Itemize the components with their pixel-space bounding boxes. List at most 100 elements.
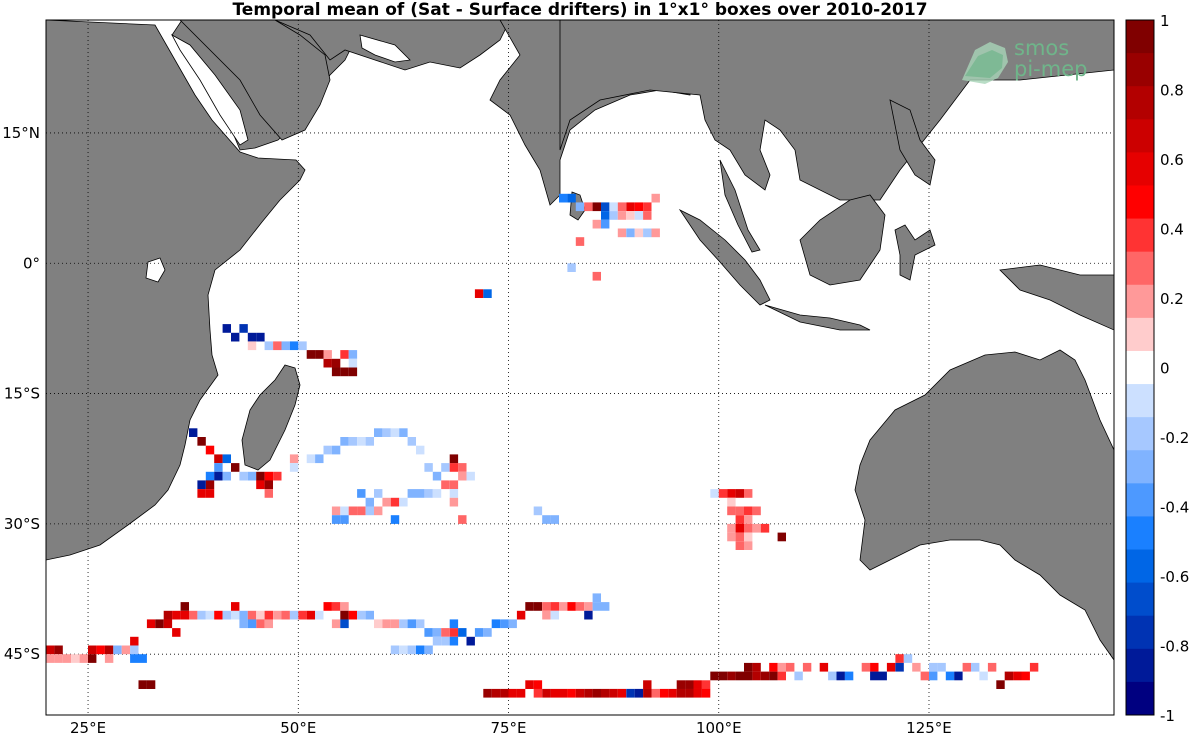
data-box [197,610,206,620]
data-box [744,671,753,681]
data-box [256,619,265,629]
data-box [912,662,921,672]
colorbar-tick-label: -0.8 [1160,638,1189,656]
data-box [542,515,551,524]
data-box [180,610,190,620]
data-box [289,610,299,620]
data-box [474,628,484,637]
data-box [575,202,585,212]
data-box [441,463,450,472]
data-box [306,610,316,620]
data-box [340,619,349,629]
colorbar-swatch [1126,450,1154,484]
data-box [365,610,375,620]
data-box [584,202,593,212]
colorbar-swatch [1126,483,1154,517]
colorbar-swatch [1126,185,1154,220]
data-box [79,654,89,663]
data-box [340,367,349,377]
data-box [340,437,349,446]
data-box [634,211,644,220]
data-box [46,654,55,663]
data-box [441,628,450,637]
colorbar-frame [1125,19,1155,716]
data-box [525,680,534,689]
data-box [298,341,307,351]
data-box [559,193,568,203]
data-box [231,463,240,472]
data-box [744,662,753,672]
data-box [306,454,316,464]
data-box [449,489,459,498]
data-box [264,489,274,498]
data-box [239,610,248,620]
data-box [189,610,198,620]
data-box [752,506,761,516]
data-box [777,662,787,672]
data-box [348,610,358,620]
colorbar-swatch [1126,681,1154,716]
data-box [407,437,417,446]
data-box [306,350,316,359]
data-box [247,341,257,351]
data-box [685,680,694,689]
land-malay [719,159,761,253]
data-box [331,602,341,611]
data-box [575,688,585,698]
data-box [407,489,417,498]
data-box [331,619,341,629]
data-box [222,324,232,333]
data-box [617,202,627,212]
data-box [197,480,206,490]
data-box [592,593,602,603]
data-box [542,610,551,620]
data-box [441,636,450,646]
colorbar-swatch [1126,20,1154,54]
data-box [1021,671,1030,681]
data-box [96,645,105,655]
data-box [626,211,635,220]
data-box [399,619,408,629]
data-box [643,228,652,238]
data-box [399,497,408,507]
data-box [113,645,122,655]
data-box [744,523,753,533]
colorbar-tick-label: -0.2 [1160,429,1189,447]
data-box [735,506,745,516]
data-box [432,628,442,637]
lat-tick-label: 45°S [4,645,40,663]
data-box [483,688,492,698]
colorbar-tick-label: 0.6 [1160,151,1184,169]
data-box [163,610,173,620]
data-box [340,602,349,611]
land-new-guinea [999,264,1114,331]
data-box [88,645,97,655]
data-box [1029,662,1039,672]
data-box [769,671,778,681]
data-box [104,645,114,655]
lon-tick-label: 50°E [280,719,316,737]
data-box [634,688,644,698]
data-box [962,662,972,672]
data-box [643,680,652,689]
logo-text-pimep: pi-mep [1014,57,1087,81]
data-box [214,454,223,464]
data-box [920,671,930,681]
data-box [374,489,383,498]
data-box [701,688,711,698]
colorbar-tick-label: -1 [1160,707,1175,725]
colorbar-tick-label: 0.4 [1160,221,1184,239]
data-box [802,662,812,672]
data-box [491,619,501,629]
data-box [786,662,795,672]
data-box [331,506,341,516]
data-box [971,662,980,672]
data-box [735,515,745,524]
data-box [46,645,55,655]
data-box [256,471,265,481]
colorbar-swatch [1126,152,1154,186]
data-box [458,628,467,637]
data-box [718,671,728,681]
data-box [744,515,753,524]
data-box [374,506,383,516]
